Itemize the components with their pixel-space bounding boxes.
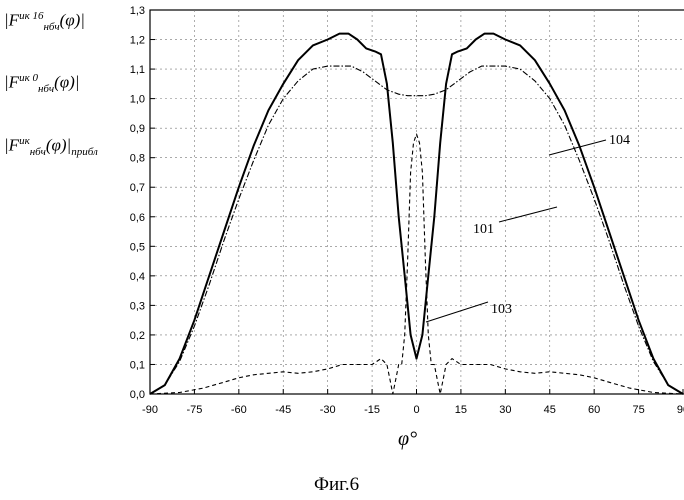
x-tick-label: -15	[364, 404, 380, 416]
ylabel-1-sup: ик 16	[19, 10, 43, 22]
x-tick-label: 90	[677, 404, 684, 416]
y-tick-label: 0,4	[130, 271, 145, 283]
ylabel-2-sub: нбч	[38, 83, 54, 95]
ylabel-3-sup: ик	[19, 135, 30, 147]
y-tick-label: 1,0	[130, 94, 145, 106]
y-tick-label: 1,3	[130, 5, 145, 17]
x-tick-label: -75	[186, 404, 202, 416]
x-tick-label: -45	[275, 404, 291, 416]
ylabel-2-arg: (φ)|	[54, 73, 79, 92]
x-tick-label: -60	[231, 404, 247, 416]
x-tick-label: 30	[499, 404, 511, 416]
ylabel-2: |Fик 0нбч(φ)|	[4, 72, 79, 95]
x-tick-label: -90	[142, 404, 158, 416]
y-tick-label: 1,1	[130, 64, 145, 76]
x-tick-label: 75	[632, 404, 644, 416]
figure-caption: Фиг.6	[314, 474, 359, 496]
x-tick-label: 0	[413, 404, 419, 416]
y-tick-label: 0,9	[130, 123, 145, 135]
ylabel-1: |Fик 16нбч(φ)|	[4, 10, 85, 33]
x-tick-label: 60	[588, 404, 600, 416]
y-tick-label: 0,5	[130, 241, 145, 253]
ylabel-1-base: |F	[4, 11, 19, 30]
ylabel-1-sub: нбч	[43, 21, 59, 33]
ylabel-3-sub: нбч	[30, 146, 46, 158]
ylabel-2-sup: ик 0	[19, 72, 38, 84]
y-tick-label: 0,8	[130, 153, 145, 165]
callout-101-label: 101	[473, 222, 494, 237]
ylabel-3-suffix: прибл	[71, 146, 98, 158]
x-tick-label: -30	[320, 404, 336, 416]
y-tick-label: 0,7	[130, 182, 145, 194]
x-axis-label: φ°	[398, 428, 417, 451]
y-tick-label: 0,0	[130, 389, 145, 401]
x-tick-label: 45	[544, 404, 556, 416]
plot-frame	[150, 10, 684, 394]
x-tick-label: 15	[455, 404, 467, 416]
y-tick-label: 1,2	[130, 35, 145, 47]
y-tick-label: 0,2	[130, 330, 145, 342]
ylabel-3: |Fикнбч(φ)|прибл	[4, 135, 98, 158]
y-tick-label: 0,3	[130, 300, 145, 312]
ylabel-2-base: |F	[4, 73, 19, 92]
y-tick-label: 0,6	[130, 212, 145, 224]
ylabel-3-arg: (φ)|	[46, 136, 71, 155]
callout-103-label: 103	[491, 302, 512, 317]
ylabel-1-arg: (φ)|	[60, 11, 85, 30]
callout-104-label: 104	[609, 133, 630, 148]
ylabel-3-base: |F	[4, 136, 19, 155]
y-tick-label: 0,1	[130, 359, 145, 371]
